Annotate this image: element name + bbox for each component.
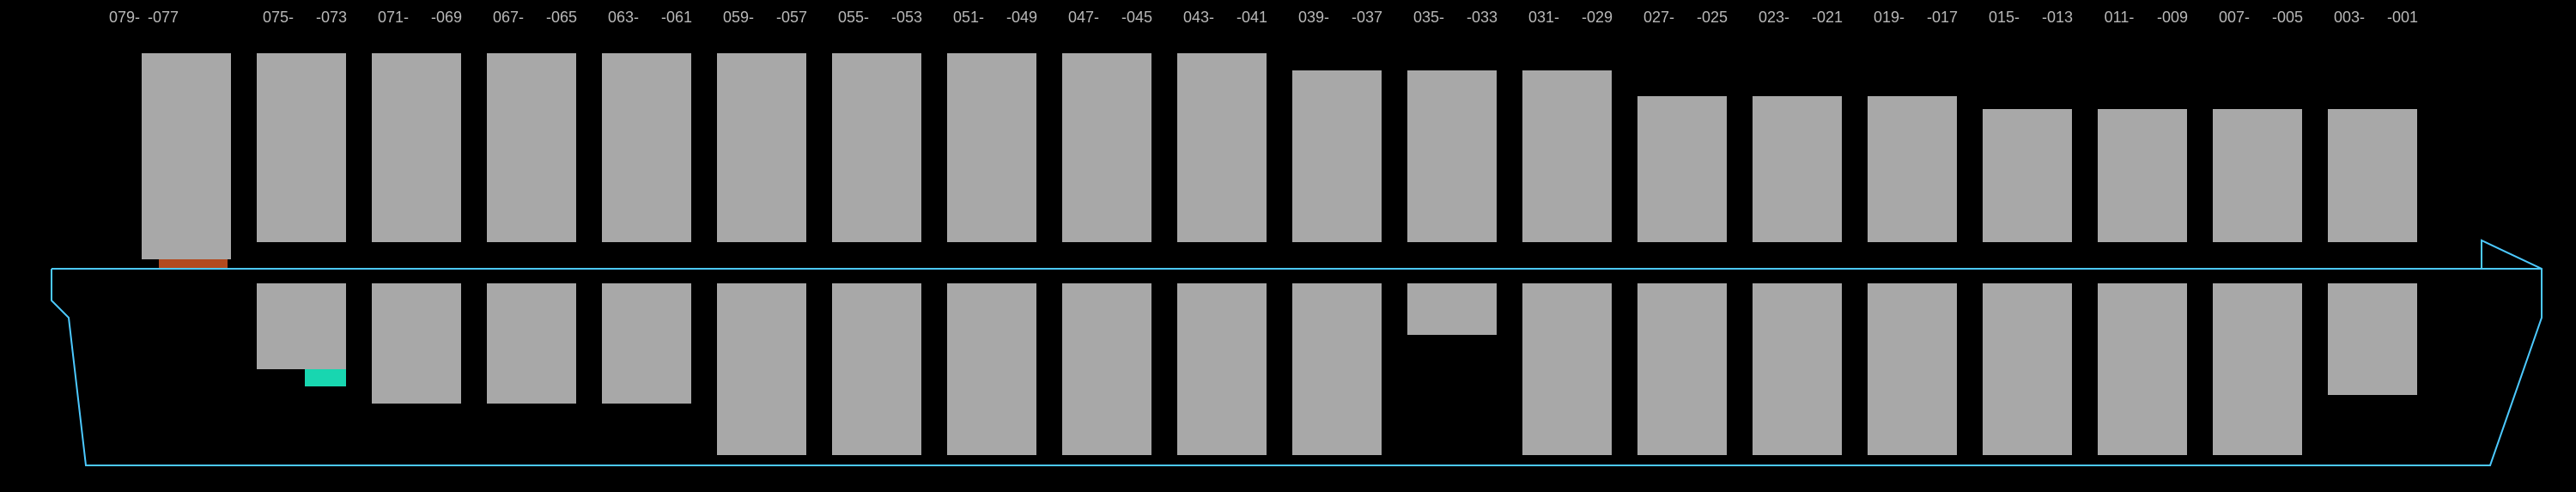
bay-label-069: -069	[416, 9, 477, 27]
bay-label-001: -001	[2372, 9, 2433, 27]
deck-bay-007[interactable]	[2213, 109, 2302, 242]
hold-bay-007[interactable]	[2213, 283, 2302, 455]
bay-label-075: 075-	[248, 9, 308, 27]
bay-label-077: -077	[133, 9, 193, 27]
bay-label-031: 031-	[1514, 9, 1574, 27]
bay-label-025: -025	[1682, 9, 1742, 27]
deck-bay-039[interactable]	[1292, 70, 1382, 242]
bay-label-047: 047-	[1054, 9, 1114, 27]
deck-bay-003[interactable]	[2328, 109, 2417, 242]
hold-bay-071[interactable]	[372, 283, 461, 404]
deck-bay-011[interactable]	[2098, 109, 2187, 242]
deck-bay-023[interactable]	[1753, 96, 1842, 242]
bay-label-067: 067-	[478, 9, 538, 27]
bay-label-073: -073	[301, 9, 361, 27]
bay-label-033: -033	[1452, 9, 1512, 27]
bay-label-041: -041	[1222, 9, 1282, 27]
bay-label-065: -065	[532, 9, 592, 27]
bay-label-019: 019-	[1859, 9, 1919, 27]
deck-bay-055[interactable]	[832, 53, 921, 242]
ship-bay-plan: 079--077075--073071--069067--065063--061…	[0, 0, 2576, 492]
hold-bay-051[interactable]	[947, 283, 1036, 455]
deck-bay-067[interactable]	[487, 53, 576, 242]
deck-bay-015[interactable]	[1983, 109, 2072, 242]
bay-label-055: 055-	[823, 9, 884, 27]
hold-bay-039[interactable]	[1292, 283, 1382, 455]
hold-bay-019[interactable]	[1868, 283, 1957, 455]
deck-bay-035[interactable]	[1407, 70, 1497, 242]
hold-bay-035[interactable]	[1407, 283, 1497, 335]
bay-label-011: 011-	[2089, 9, 2149, 27]
bay-label-003: 003-	[2319, 9, 2379, 27]
bay-label-071: 071-	[363, 9, 423, 27]
bay-label-007: 007-	[2204, 9, 2264, 27]
bay-label-037: -037	[1337, 9, 1397, 27]
hold-bay-075[interactable]	[257, 283, 346, 369]
highlighted-slot	[305, 369, 346, 386]
deck-bay-075[interactable]	[257, 53, 346, 242]
deck-bay-019[interactable]	[1868, 96, 1957, 242]
bay-label-043: 043-	[1169, 9, 1229, 27]
bay-label-013: -013	[2027, 9, 2087, 27]
deck-bay-043[interactable]	[1177, 53, 1267, 242]
hold-bay-015[interactable]	[1983, 283, 2072, 455]
hold-bay-059[interactable]	[717, 283, 806, 455]
bay-label-015: 015-	[1974, 9, 2034, 27]
deck-bay-071[interactable]	[372, 53, 461, 242]
bay-label-009: -009	[2142, 9, 2202, 27]
bay-label-061: -061	[647, 9, 707, 27]
hold-bay-047[interactable]	[1062, 283, 1151, 455]
deck-bay-027[interactable]	[1637, 96, 1727, 242]
deck-bay-051[interactable]	[947, 53, 1036, 242]
hold-bay-067[interactable]	[487, 283, 576, 404]
hold-bay-027[interactable]	[1637, 283, 1727, 455]
hold-bay-011[interactable]	[2098, 283, 2187, 455]
bay-label-053: -053	[877, 9, 937, 27]
deck-bay-047[interactable]	[1062, 53, 1151, 242]
bay-label-049: -049	[992, 9, 1052, 27]
bay-label-021: -021	[1797, 9, 1857, 27]
bay-label-063: 063-	[593, 9, 653, 27]
bay-label-023: 023-	[1744, 9, 1804, 27]
deck-bay-063[interactable]	[602, 53, 691, 242]
hold-bay-003[interactable]	[2328, 283, 2417, 395]
bay-label-051: 051-	[939, 9, 999, 27]
bay-label-059: 059-	[708, 9, 769, 27]
bay-label-057: -057	[762, 9, 822, 27]
bay-label-045: -045	[1107, 9, 1167, 27]
hold-bay-055[interactable]	[832, 283, 921, 455]
bay-label-035: 035-	[1399, 9, 1459, 27]
bay-label-005: -005	[2257, 9, 2318, 27]
deck-bay-059[interactable]	[717, 53, 806, 242]
lashing-bridge-accent	[159, 259, 228, 268]
hold-bay-043[interactable]	[1177, 283, 1267, 455]
hold-bay-023[interactable]	[1753, 283, 1842, 455]
bay-label-039: 039-	[1284, 9, 1344, 27]
bay-label-029: -029	[1567, 9, 1627, 27]
deck-bay-077[interactable]	[142, 53, 231, 259]
bay-label-027: 027-	[1629, 9, 1689, 27]
hold-bay-031[interactable]	[1522, 283, 1612, 455]
hold-bay-063[interactable]	[602, 283, 691, 404]
deck-bay-031[interactable]	[1522, 70, 1612, 242]
bay-label-017: -017	[1912, 9, 1972, 27]
